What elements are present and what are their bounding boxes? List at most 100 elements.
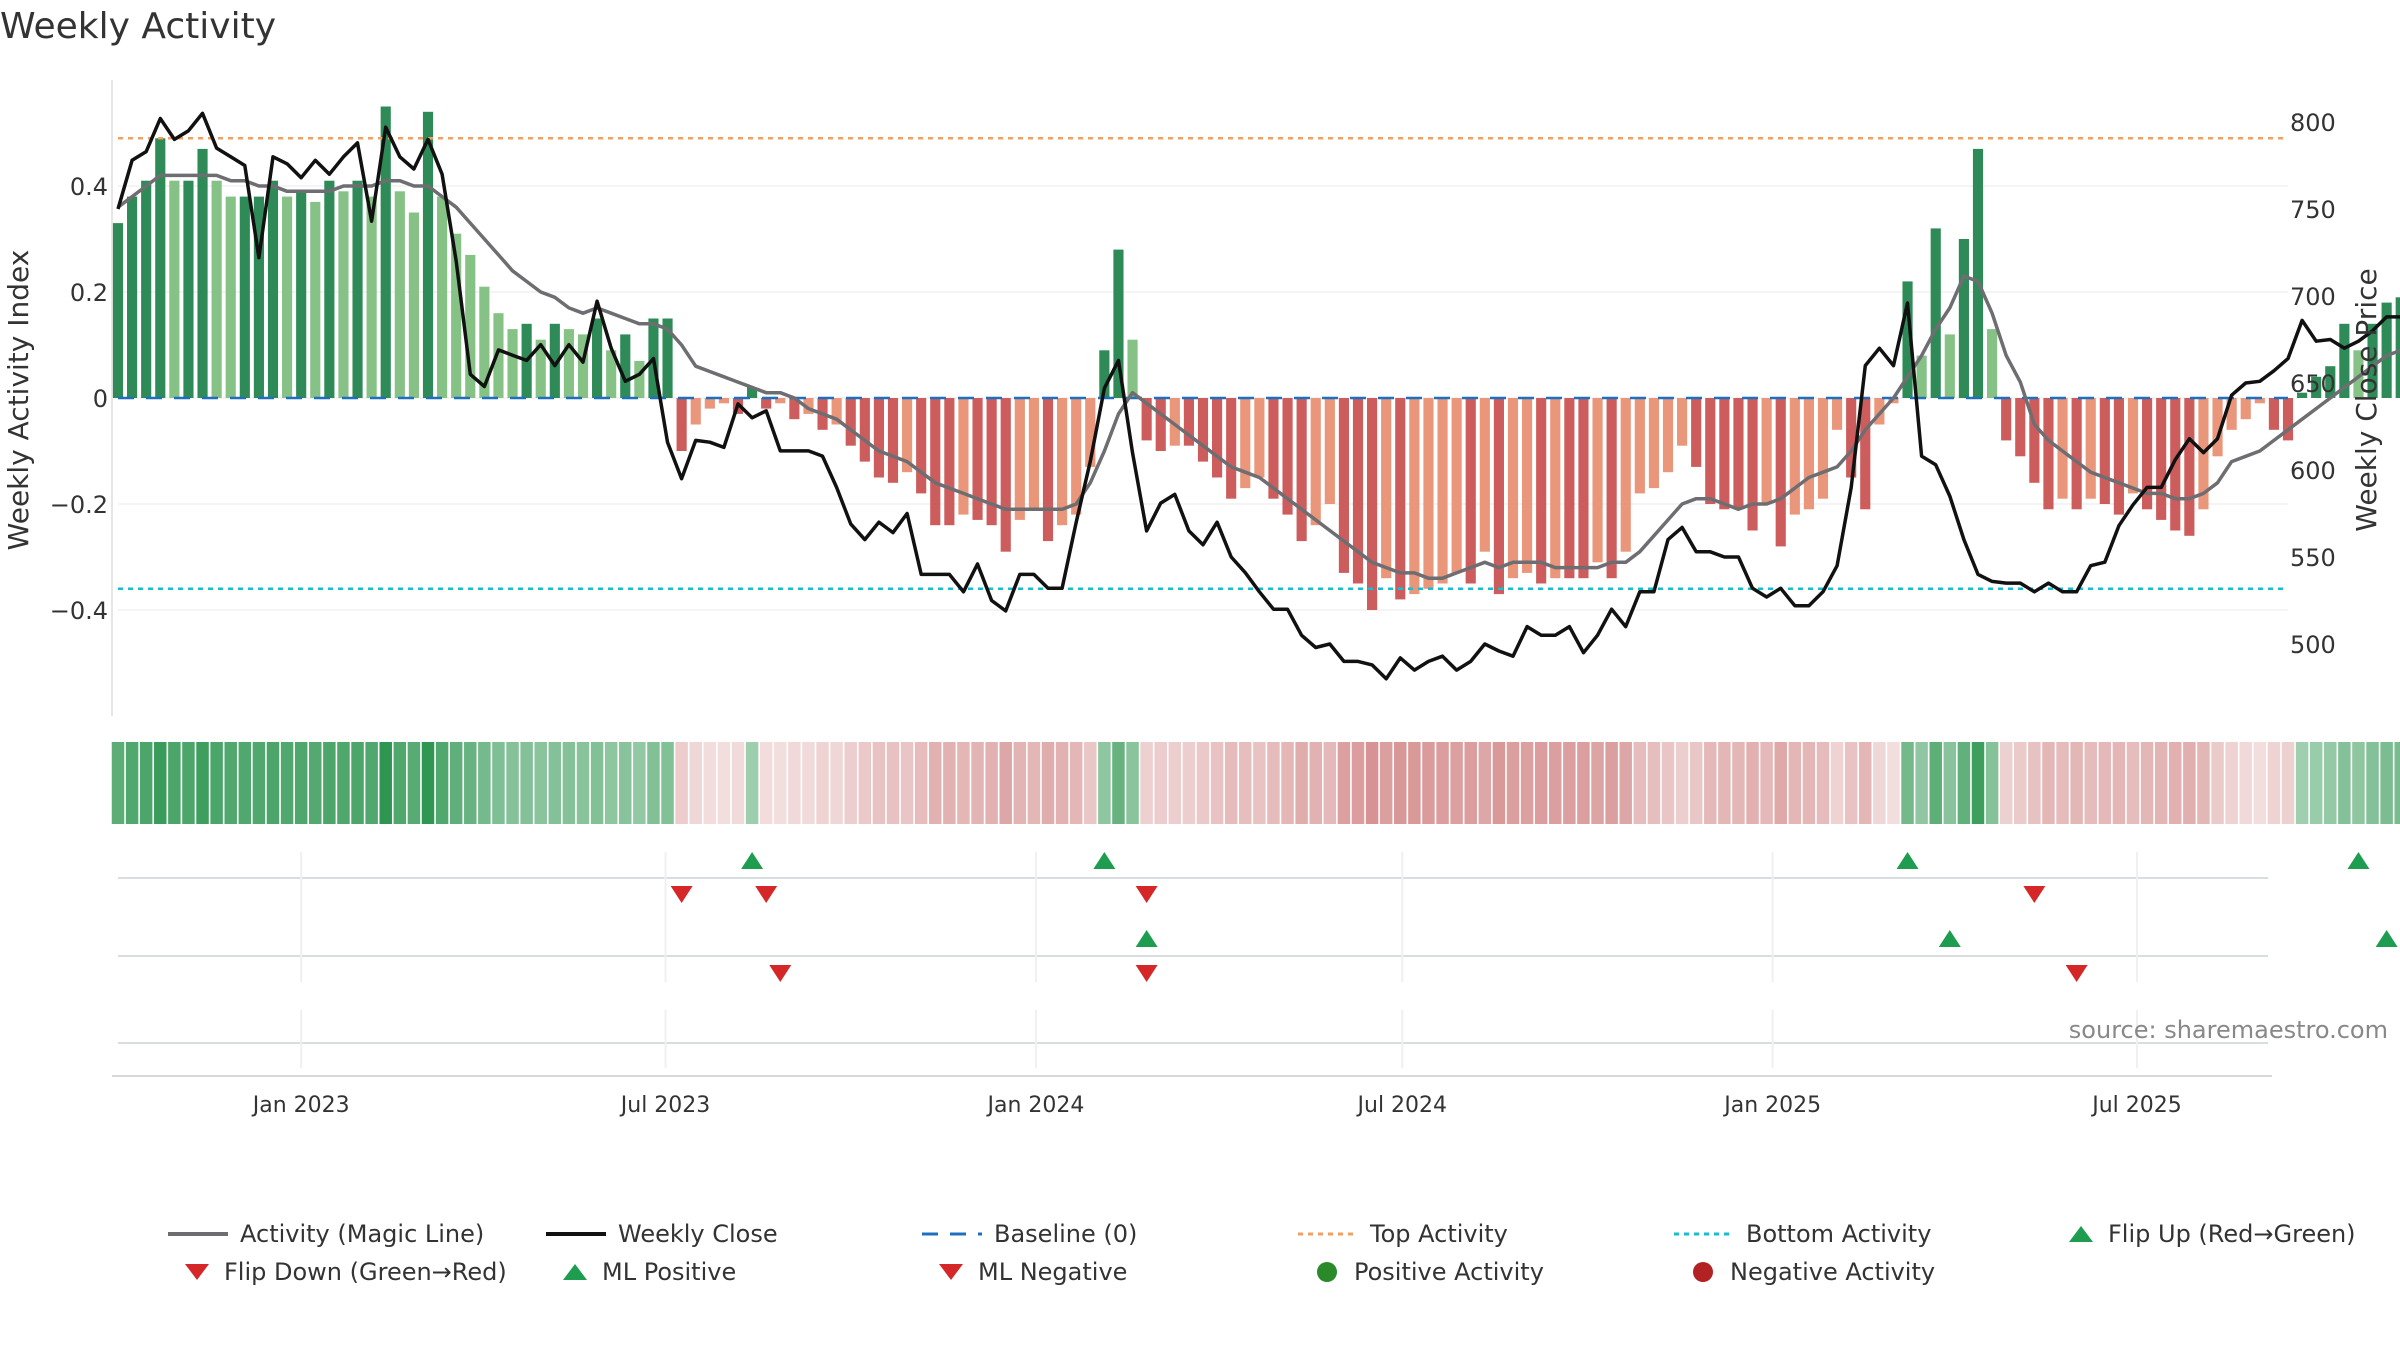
legend-label: Bottom Activity: [1746, 1220, 1932, 1248]
activity-bar: [718, 398, 729, 404]
heat-strip-cell: [1140, 742, 1153, 824]
right-tick-label: 700: [2290, 283, 2336, 311]
activity-bar: [2282, 398, 2294, 441]
activity-bar: [2353, 350, 2364, 398]
flip-down-marker: [2023, 886, 2046, 903]
activity-bar: [2268, 398, 2279, 430]
heat-strip-cell: [1534, 742, 1548, 824]
activity-bar: [451, 233, 462, 398]
heat-strip-cell: [1182, 742, 1196, 824]
activity-bar: [1254, 398, 1265, 478]
heat-strip-cell: [548, 742, 562, 824]
activity-bar: [1028, 398, 1039, 510]
right-tick-label: 750: [2290, 196, 2336, 224]
heat-strip-cell: [717, 742, 731, 824]
heat-strip-cell: [619, 742, 632, 824]
activity-bar: [1761, 398, 1772, 504]
flip-down-marker: [1135, 886, 1158, 903]
activity-bar: [1155, 398, 1166, 451]
heat-strip-cell: [647, 742, 660, 824]
activity-bar: [2057, 398, 2068, 499]
activity-bar: [507, 329, 518, 398]
activity-bar: [1846, 398, 1857, 478]
activity-bar: [747, 387, 758, 398]
activity-bar: [1310, 398, 1321, 526]
flip-up-marker: [1093, 852, 1116, 869]
activity-bar: [2212, 398, 2223, 457]
heat-strip-cell: [689, 742, 702, 824]
activity-bar: [1479, 398, 1490, 552]
heat-strip-cell: [266, 742, 280, 824]
activity-bar: [1099, 350, 1110, 398]
activity-bar: [1564, 398, 1575, 579]
activity-bar: [141, 180, 152, 398]
legend-item-negative-activity: Negative Activity: [1688, 1258, 1935, 1286]
heat-strip-cell: [2014, 742, 2027, 824]
activity-bar: [2240, 398, 2251, 420]
heat-strip-cell: [1112, 742, 1125, 824]
heat-strip-cell: [2056, 742, 2069, 824]
right-tick-label: 500: [2290, 631, 2336, 659]
activity-bar: [2311, 376, 2322, 398]
activity-bar: [1550, 398, 1561, 579]
activity-bar: [1916, 355, 1927, 398]
ml-positive-marker: [2375, 930, 2398, 947]
activity-bar: [2029, 398, 2040, 483]
heat-strip-cell: [2084, 742, 2097, 824]
heat-strip-cell: [1168, 742, 1182, 824]
heat-strip-cell: [280, 742, 294, 824]
legend-item-top-activity: Top Activity: [1298, 1220, 1508, 1248]
activity-bar: [1000, 398, 1011, 552]
activity-bar: [2367, 323, 2378, 398]
heat-strip-cell: [1224, 742, 1238, 824]
activity-bar: [1282, 398, 1293, 515]
activity-bar: [1592, 398, 1603, 563]
heat-strip-cell: [1873, 742, 1886, 824]
heat-strip-cell: [759, 742, 773, 824]
legend-label: Baseline (0): [994, 1220, 1138, 1248]
activity-bar: [535, 339, 546, 398]
activity-bar: [563, 329, 574, 398]
heat-strip-cell: [464, 742, 477, 824]
activity-bar: [2170, 398, 2181, 531]
heat-strip-cell: [2098, 742, 2112, 824]
heat-strip-cell: [1563, 742, 1576, 824]
left-tick-label: −0.4: [50, 597, 108, 625]
activity-bar: [380, 106, 391, 398]
heat-strip-cell: [210, 742, 223, 824]
heat-strip-cell: [449, 742, 463, 824]
heat-strip-cell: [1591, 742, 1604, 824]
activity-bar: [1874, 398, 1885, 425]
activity-bar: [338, 191, 349, 398]
activity-bar: [1789, 398, 1800, 515]
heat-strip-cell: [1436, 742, 1449, 824]
activity-bar: [2395, 297, 2400, 398]
flip-up-triangle-icon: [2069, 1226, 2093, 1242]
heat-strip-cell: [1408, 742, 1421, 824]
activity-bar: [493, 313, 504, 398]
bottom-activity-swatch-icon: [1674, 1232, 1734, 1236]
heat-strip-cell: [520, 742, 533, 824]
heat-strip-cell: [2309, 742, 2323, 824]
flip-up-marker: [2347, 852, 2370, 869]
activity-bar: [1662, 398, 1674, 473]
heat-strip-cell: [1210, 742, 1224, 824]
heat-strip-cell: [1957, 742, 1971, 824]
heat-strip-cell: [309, 742, 322, 824]
heat-strip-cell: [703, 742, 717, 824]
activity-bar: [845, 398, 856, 446]
heat-strip-cell: [985, 742, 998, 824]
activity-bar: [169, 180, 180, 398]
activity-bar: [1803, 398, 1814, 510]
flip-down-triangle-icon: [185, 1264, 209, 1280]
heat-strip-cell: [1915, 742, 1928, 824]
heat-strip-cell: [1549, 742, 1562, 824]
activity-bar: [422, 111, 434, 399]
activity-bar: [1127, 339, 1138, 398]
activity-bar: [606, 350, 617, 398]
legend-label: Positive Activity: [1354, 1258, 1544, 1286]
heat-strip-cell: [238, 742, 252, 824]
heat-strip-cell: [1013, 742, 1027, 824]
heat-strip-cell: [1788, 742, 1802, 824]
